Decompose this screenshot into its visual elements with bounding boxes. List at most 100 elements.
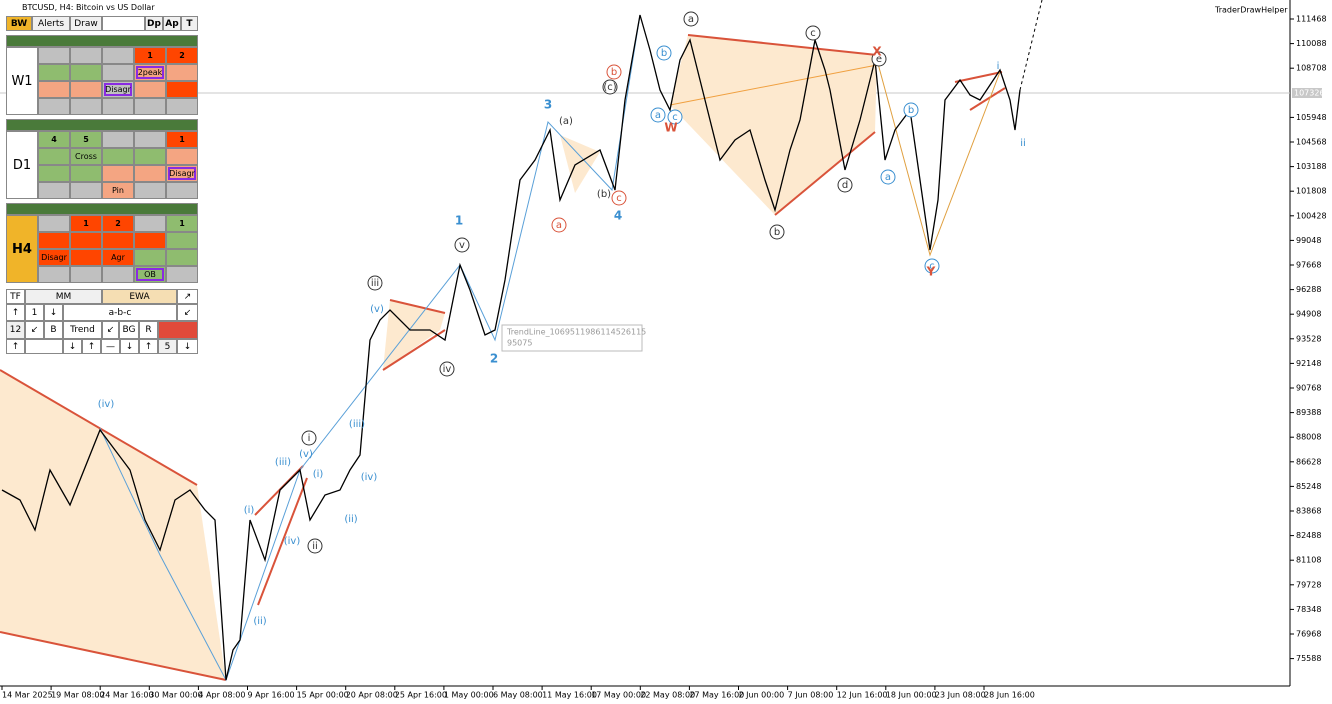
control-button[interactable]: BG xyxy=(119,321,139,339)
control-button[interactable]: ↓ xyxy=(63,339,82,354)
price-label: 86628 xyxy=(1296,457,1321,466)
control-button[interactable]: ↑ xyxy=(6,304,25,321)
toolbar-button[interactable]: BW xyxy=(6,16,32,31)
cell xyxy=(134,47,166,64)
timeframe-label[interactable]: W1 xyxy=(6,47,38,115)
time-label: 15 Apr 00:00 xyxy=(297,691,349,700)
control-button[interactable]: ↑ xyxy=(6,339,25,354)
cell xyxy=(38,215,70,232)
cell-label[interactable]: Pin xyxy=(112,186,124,195)
control-button[interactable]: ↑ xyxy=(82,339,101,354)
price-label: 85248 xyxy=(1296,482,1321,491)
control-button[interactable]: — xyxy=(101,339,120,354)
time-label: 6 May 08:00 xyxy=(493,691,543,700)
control-button[interactable]: ↓ xyxy=(120,339,139,354)
cell-label[interactable]: 2peak xyxy=(136,66,164,79)
time-label: 25 Apr 16:00 xyxy=(395,691,447,700)
cell xyxy=(134,165,166,182)
control-button[interactable]: EWA xyxy=(102,289,177,304)
cell-label[interactable]: Disagr xyxy=(41,253,67,262)
control-button[interactable]: 12 xyxy=(6,321,25,339)
cell-label[interactable]: Disagr xyxy=(104,83,132,96)
control-button[interactable]: ↙ xyxy=(102,321,119,339)
cell xyxy=(166,232,198,249)
pattern-line xyxy=(774,131,876,216)
wave-circle xyxy=(924,258,940,274)
wave-circle xyxy=(367,275,383,291)
wave-label: e xyxy=(876,54,882,65)
cell-label[interactable]: 1 xyxy=(179,135,185,144)
cell xyxy=(38,249,70,266)
control-button[interactable]: ↗ xyxy=(177,289,198,304)
cell-label[interactable]: 5 xyxy=(83,135,89,144)
price-label: 103188 xyxy=(1296,162,1327,171)
price-label: 110088 xyxy=(1296,39,1327,48)
wave-circle xyxy=(683,11,699,27)
control-button[interactable]: ↙ xyxy=(25,321,44,339)
time-label: 30 Mar 00:00 xyxy=(149,691,202,700)
cell xyxy=(38,165,70,182)
timeframe-label[interactable]: H4 xyxy=(6,215,38,283)
pattern-area xyxy=(560,135,600,193)
cell-label[interactable]: 2 xyxy=(115,219,121,228)
time-label: 4 Apr 08:00 xyxy=(198,691,245,700)
cell xyxy=(134,81,166,98)
cell xyxy=(38,47,70,64)
cell-label[interactable]: Agr xyxy=(111,253,125,262)
wave-label: b xyxy=(661,48,667,59)
control-button[interactable]: 5 xyxy=(158,339,177,354)
cell-label[interactable]: 1 xyxy=(147,51,153,60)
wave-circle xyxy=(602,79,618,95)
cell xyxy=(38,64,70,81)
cell xyxy=(166,182,198,199)
time-label: 20 Apr 08:00 xyxy=(346,691,398,700)
cell-label[interactable]: Disagr xyxy=(168,167,196,180)
wave-label: iii xyxy=(371,278,379,289)
plot-area xyxy=(0,0,1290,686)
timeframe-label[interactable]: D1 xyxy=(6,131,38,199)
control-button[interactable]: R xyxy=(139,321,158,339)
tooltip-text: TrendLine_1069511986114526115 xyxy=(506,328,646,337)
wave-label: (v) xyxy=(370,304,384,315)
control-button[interactable]: ↙ xyxy=(177,304,198,321)
wave-label: (a) xyxy=(559,116,573,127)
price-label: 97668 xyxy=(1296,261,1321,270)
cell-label[interactable]: OB xyxy=(136,268,164,281)
price-label: 104568 xyxy=(1296,138,1327,147)
toolbar-button[interactable]: T xyxy=(181,16,198,31)
wave-label: i xyxy=(997,61,1000,72)
toolbar-button[interactable]: Alerts xyxy=(32,16,70,31)
wave-label: b xyxy=(774,227,780,238)
cell-label[interactable]: 2 xyxy=(179,51,185,60)
cell xyxy=(102,64,134,81)
control-button[interactable]: MM xyxy=(25,289,102,304)
time-label: 14 Mar 2025 xyxy=(2,691,53,700)
control-button[interactable]: ↓ xyxy=(44,304,63,321)
wave-label: a xyxy=(688,14,694,25)
cell-label[interactable]: 1 xyxy=(179,219,185,228)
control-button[interactable]: TF xyxy=(6,289,25,304)
wave-label: i xyxy=(308,433,311,444)
cell xyxy=(102,148,134,165)
cell xyxy=(70,81,102,98)
current-price-label: 107326 xyxy=(1294,89,1325,98)
toolbar-blank xyxy=(102,16,145,31)
wave-label: a xyxy=(885,172,891,183)
control-button[interactable]: ↓ xyxy=(177,339,198,354)
control-button[interactable]: B xyxy=(44,321,63,339)
toolbar-button[interactable]: Draw xyxy=(70,16,102,31)
cell-label[interactable]: Cross xyxy=(75,152,97,161)
toolbar-button[interactable]: Dp xyxy=(145,16,163,31)
panel-header xyxy=(6,119,198,131)
control-button[interactable]: 1 xyxy=(25,304,44,321)
wave-label: ii xyxy=(1020,138,1026,149)
time-label: 27 May 16:00 xyxy=(689,691,744,700)
control-button[interactable]: ↑ xyxy=(139,339,158,354)
control-button[interactable]: a-b-c xyxy=(63,304,177,321)
control-button[interactable]: Trend xyxy=(63,321,102,339)
toolbar-button[interactable]: Ap xyxy=(163,16,181,31)
wave-line xyxy=(876,59,1001,257)
cell-label[interactable]: 4 xyxy=(51,135,57,144)
cell-label[interactable]: 1 xyxy=(83,219,89,228)
cell xyxy=(38,232,70,249)
